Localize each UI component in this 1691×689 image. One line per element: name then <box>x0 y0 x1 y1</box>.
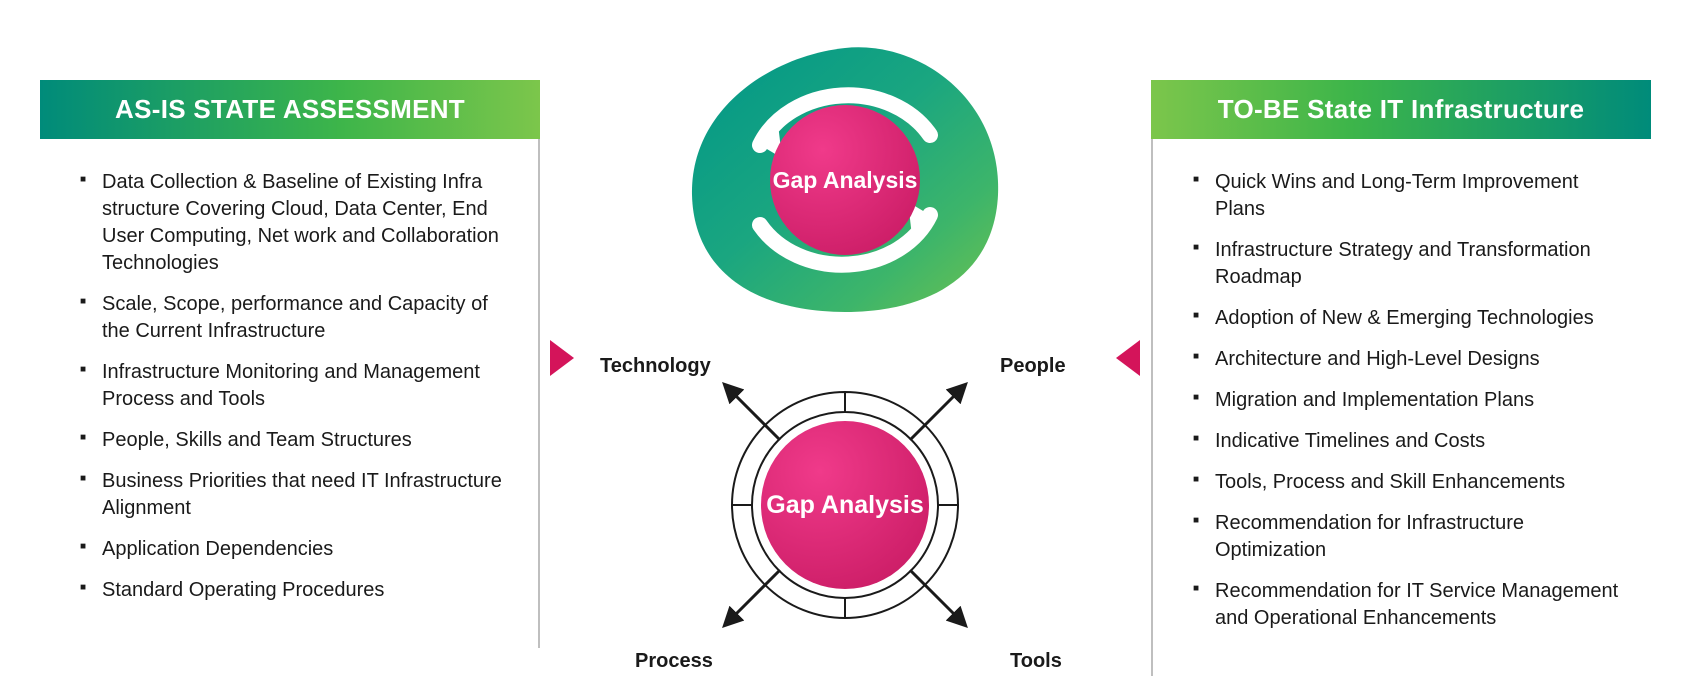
list-item: Migration and Implementation Plans <box>1193 387 1621 414</box>
to-be-panel: TO-BE State IT Infrastructure Quick Wins… <box>1151 80 1651 676</box>
as-is-panel: AS-IS STATE ASSESSMENT Data Collection &… <box>40 80 540 648</box>
gap-label-top: Gap Analysis <box>773 167 918 193</box>
as-is-list: Data Collection & Baseline of Existing I… <box>80 169 508 604</box>
to-be-list: Quick Wins and Long-Term Improvement Pla… <box>1193 169 1621 632</box>
corner-tools: Tools <box>1010 650 1062 673</box>
to-be-header: TO-BE State IT Infrastructure <box>1151 80 1651 139</box>
gap-label-bottom: Gap Analysis <box>766 491 923 520</box>
list-item: Data Collection & Baseline of Existing I… <box>80 169 508 277</box>
list-item: Application Dependencies <box>80 536 508 563</box>
as-is-header: AS-IS STATE ASSESSMENT <box>40 80 540 139</box>
gap-circle-top: Gap Analysis <box>770 105 920 255</box>
list-item: Infrastructure Monitoring and Management… <box>80 359 508 413</box>
flow-arrow-right-icon <box>550 340 574 376</box>
list-item: Recommendation for IT Service Management… <box>1193 578 1621 632</box>
list-item: Quick Wins and Long-Term Improvement Pla… <box>1193 169 1621 223</box>
corner-people: People <box>1000 355 1066 378</box>
list-item: Recommendation for Infrastructure Optimi… <box>1193 510 1621 564</box>
flow-arrow-left-icon <box>1116 340 1140 376</box>
corner-process: Process <box>635 650 713 673</box>
list-item: Architecture and High-Level Designs <box>1193 346 1621 373</box>
list-item: Tools, Process and Skill Enhancements <box>1193 469 1621 496</box>
list-item: People, Skills and Team Structures <box>80 427 508 454</box>
list-item: Standard Operating Procedures <box>80 577 508 604</box>
center-diagram: Gap Analysis <box>560 40 1130 660</box>
gap-analysis-bottom: Gap Analysis <box>710 370 980 640</box>
list-item: Scale, Scope, performance and Capacity o… <box>80 291 508 345</box>
as-is-body: Data Collection & Baseline of Existing I… <box>40 139 540 648</box>
list-item: Adoption of New & Emerging Technologies <box>1193 305 1621 332</box>
list-item: Indicative Timelines and Costs <box>1193 428 1621 455</box>
gap-circle-bottom: Gap Analysis <box>761 421 929 589</box>
corner-technology: Technology <box>600 355 711 378</box>
list-item: Infrastructure Strategy and Transformati… <box>1193 237 1621 291</box>
gap-analysis-top: Gap Analysis <box>680 40 1010 320</box>
list-item: Business Priorities that need IT Infrast… <box>80 468 508 522</box>
to-be-body: Quick Wins and Long-Term Improvement Pla… <box>1151 139 1651 676</box>
